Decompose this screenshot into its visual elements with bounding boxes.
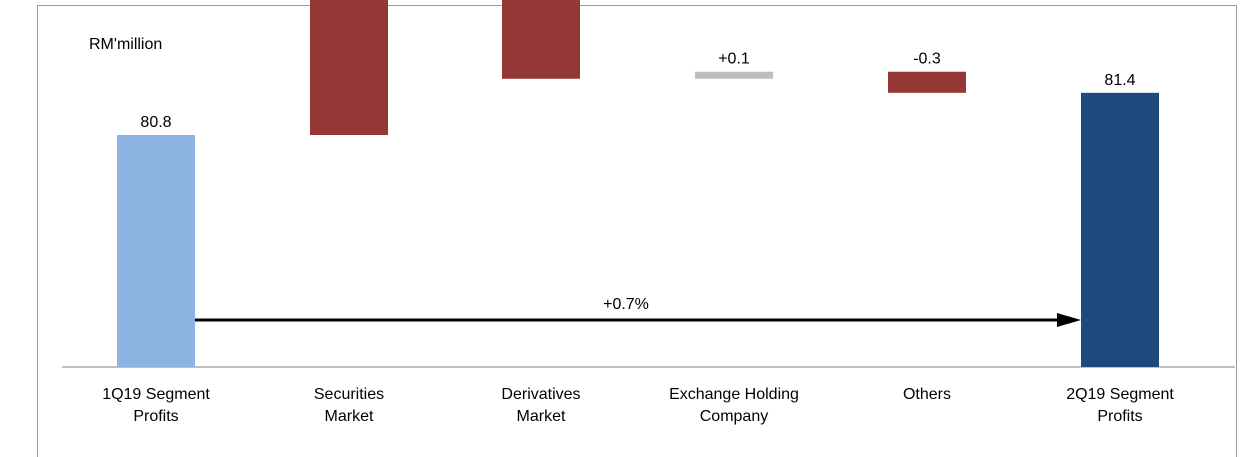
change-arrow-head <box>1057 313 1081 327</box>
category-label-0-1: Profits <box>133 408 178 425</box>
change-arrow-label: +0.7% <box>603 296 649 313</box>
category-label-0-0: 1Q19 Segment <box>102 386 210 403</box>
bar-delta-1 <box>310 0 388 136</box>
bar-start-total <box>117 135 195 367</box>
data-label-4: -0.3 <box>913 51 941 68</box>
data-label-0: 80.8 <box>140 114 171 131</box>
category-label-3-1: Company <box>700 408 768 425</box>
category-label-5-0: 2Q19 Segment <box>1066 386 1174 403</box>
data-label-5: 81.4 <box>1104 72 1135 89</box>
data-label-3: +0.1 <box>718 51 750 68</box>
category-label-1-0: Securities <box>314 386 384 403</box>
bar-delta-2 <box>502 0 580 79</box>
category-label-1-1: Market <box>325 408 374 425</box>
bar-delta-4 <box>888 71 966 93</box>
unit-label: RM'million <box>89 36 163 53</box>
category-label-5-1: Profits <box>1097 408 1142 425</box>
category-label-4-0: Others <box>903 386 951 403</box>
category-label-3-0: Exchange Holding <box>669 386 799 403</box>
category-label-2-1: Market <box>517 408 566 425</box>
bar-end-total <box>1081 92 1159 368</box>
chart-frame <box>37 5 1237 457</box>
category-label-2-0: Derivatives <box>501 386 580 403</box>
bar-delta-3 <box>695 71 773 79</box>
